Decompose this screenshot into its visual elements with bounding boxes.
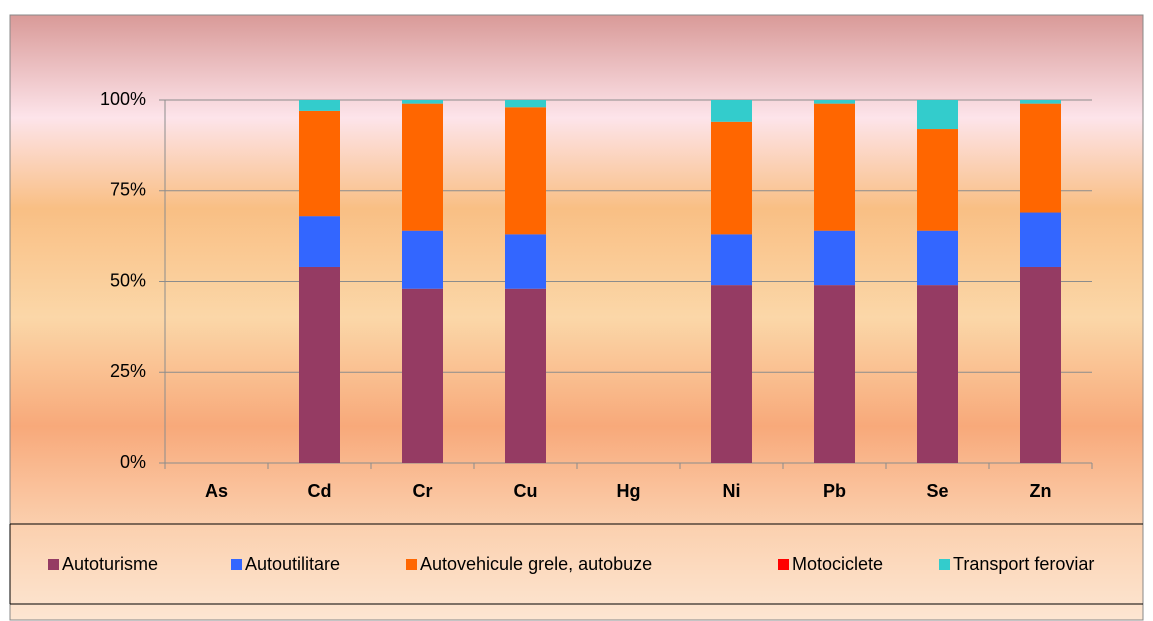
bar-segment [505,107,546,235]
legend-swatch [939,559,950,570]
x-tick-label: Zn [1030,481,1052,501]
legend-label: Transport feroviar [953,554,1094,574]
bar-segment [505,288,546,463]
y-tick-label: 100% [100,89,146,109]
bar-segment [1020,266,1061,463]
bar-segment [505,100,546,108]
bar-segment [917,129,958,231]
bar-segment [1020,103,1061,213]
x-tick-label: Hg [617,481,641,501]
y-tick-label: 75% [110,180,146,200]
bar-segment [402,288,443,463]
legend-label: Autovehicule grele, autobuze [420,554,652,574]
x-tick-label: Cd [308,481,332,501]
bar-segment [1020,212,1061,267]
x-tick-label: Cu [514,481,538,501]
chart-background [9,14,1144,621]
legend-swatch [48,559,59,570]
bar-segment [814,100,855,104]
bar-segment [711,234,752,286]
bar-segment [711,100,752,122]
bar-segment [505,234,546,289]
y-tick-label: 25% [110,361,146,381]
y-tick-label: 0% [120,452,146,472]
legend-swatch [231,559,242,570]
bar-segment [299,100,340,111]
bar-segment [917,230,958,286]
x-tick-label: Se [926,481,948,501]
bar-segment [711,121,752,235]
legend-label: Autoturisme [62,554,158,574]
bar-segment [402,100,443,104]
bar-segment [299,266,340,463]
bar-segment [299,110,340,217]
bar-segment [402,230,443,289]
bar-segment [814,285,855,463]
bar-segment [1020,100,1061,104]
x-tick-label: Ni [723,481,741,501]
bar-segment [917,100,958,130]
bar-segment [711,285,752,463]
legend-swatch [778,559,789,570]
y-tick-label: 50% [110,270,146,290]
legend-label: Motociclete [792,554,883,574]
legend-label: Autoutilitare [245,554,340,574]
x-tick-label: As [205,481,228,501]
bar-segment [299,216,340,267]
bar-segment [814,103,855,231]
bar-segment [814,230,855,286]
legend-swatch [406,559,417,570]
bar-segment [917,285,958,463]
x-tick-label: Pb [823,481,846,501]
bar-segment [402,103,443,231]
x-tick-label: Cr [412,481,432,501]
